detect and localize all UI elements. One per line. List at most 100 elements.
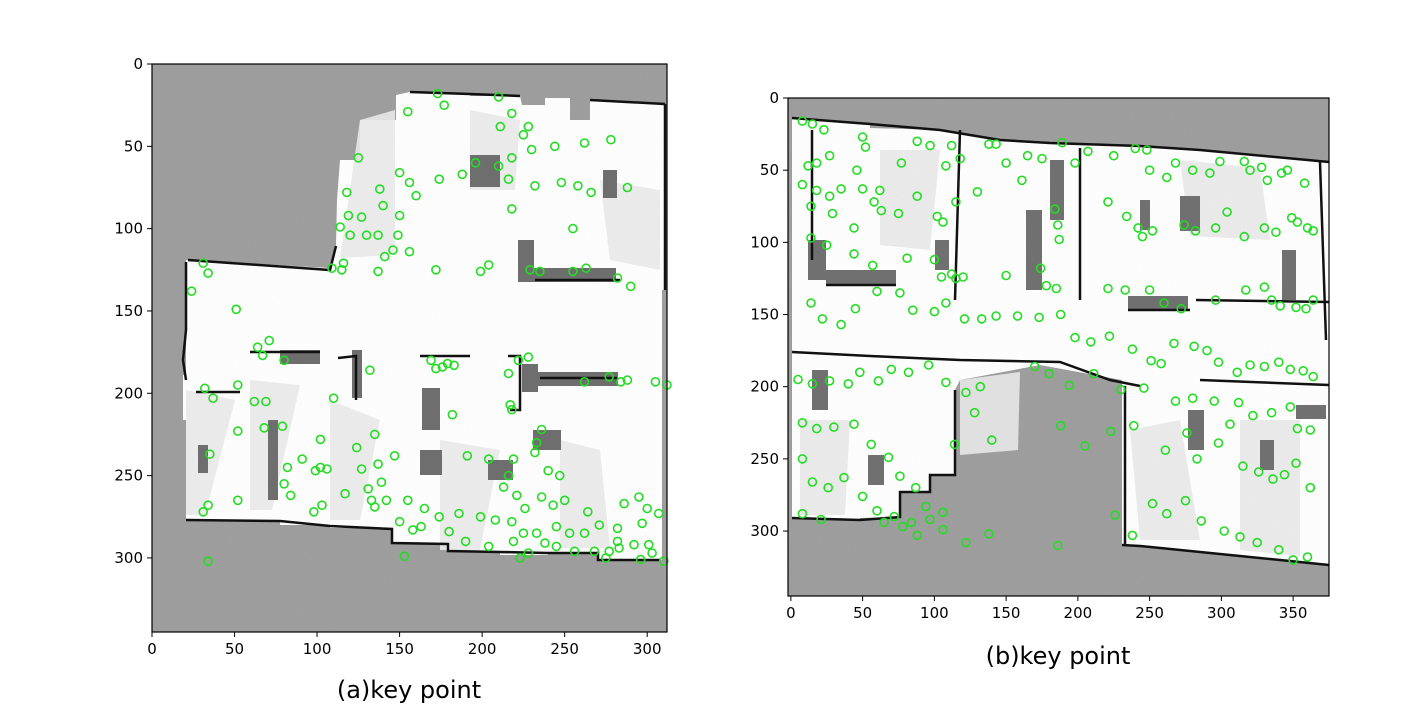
panel-b-key-point-46 xyxy=(806,201,816,212)
panel-b-key-point-28 xyxy=(1070,158,1080,168)
panel-a-key-point-111 xyxy=(498,482,509,492)
panel-b-y-axis: 0 50 100 150 200 250 300 xyxy=(750,89,788,540)
panel-b-key-point-150 xyxy=(1088,368,1099,379)
panel-a-key-point-146 xyxy=(198,506,208,517)
panel-b-key-point-122 xyxy=(1146,355,1156,366)
panel-b-key-point-184 xyxy=(1238,461,1248,471)
panel-a-key-point-89 xyxy=(205,449,215,460)
panel-a-key-point-33 xyxy=(394,210,405,221)
panel-b-key-point-158 xyxy=(1266,407,1277,418)
panel-b-key-point-21 xyxy=(955,153,966,164)
panel-a-key-point-112 xyxy=(511,490,522,501)
panel-a-key-point-135 xyxy=(475,511,486,522)
panel-a-key-point-64 xyxy=(365,365,375,376)
panel-b-key-point-172 xyxy=(949,439,960,450)
panel-a-key-point-62 xyxy=(264,335,275,346)
panel-b-key-point-138 xyxy=(843,378,854,389)
panel-b-key-point-11 xyxy=(860,142,871,152)
panel-b-key-point-4 xyxy=(811,158,822,168)
panel-b-key-point-141 xyxy=(886,364,897,375)
panel-b-key-point-119 xyxy=(1086,337,1096,347)
panel-a-key-point-149 xyxy=(308,506,319,517)
panel-a-key-point-161 xyxy=(523,548,534,558)
panel-b-key-points xyxy=(793,116,1318,565)
panel-a-key-point-48 xyxy=(475,266,486,277)
panel-a-key-point-90 xyxy=(233,426,243,436)
panel-b-key-point-132 xyxy=(1285,364,1296,375)
panel-b-key-point-110 xyxy=(929,306,940,317)
panel-a-key-point-83 xyxy=(261,396,271,407)
panel-a-key-point-77 xyxy=(650,376,661,387)
panel-b-key-point-185 xyxy=(1253,467,1264,477)
panel-a-x-tick-label-200: 200 xyxy=(468,640,497,658)
panel-b-key-point-189 xyxy=(1305,482,1316,493)
panel-a-y-tick-label-150: 150 xyxy=(114,302,143,320)
panel-a-key-point-102 xyxy=(543,465,554,476)
panel-b-key-point-101 xyxy=(1301,303,1311,314)
panel-a-key-point-43 xyxy=(338,258,349,269)
panel-a-key-point-11 xyxy=(470,158,481,168)
panel-b-key-point-15 xyxy=(874,185,885,196)
panel-a-key-point-108 xyxy=(373,459,383,469)
panel-a-y-tick-label-250: 250 xyxy=(114,467,143,485)
panel-a-key-point-46 xyxy=(373,266,383,277)
panel-b-key-point-115 xyxy=(1012,311,1023,321)
panel-a-key-point-140 xyxy=(551,521,562,532)
panel-a-key-point-28 xyxy=(411,190,421,201)
panel-a-key-point-99 xyxy=(536,424,547,435)
panel-a-key-point-44 xyxy=(336,264,347,275)
panel-a-caption: (a)key point xyxy=(337,676,481,704)
panel-a-key-point-143 xyxy=(612,523,623,534)
panel-b-key-point-79 xyxy=(867,260,878,271)
panel-a-key-point-120 xyxy=(634,492,644,502)
panel-a-key-point-148 xyxy=(233,495,243,506)
panel-b-key-point-34 xyxy=(1162,172,1172,183)
panel-a-key-point-119 xyxy=(619,498,629,509)
panel-b-key-point-61 xyxy=(1121,211,1132,222)
panel-a-key-point-41 xyxy=(388,245,398,255)
panel-b-key-point-171 xyxy=(938,507,948,518)
panel-b-key-point-88 xyxy=(1041,280,1052,291)
panel-a-x-tick-label-300: 300 xyxy=(633,640,662,658)
panel-a-y-tick-label-300: 300 xyxy=(114,549,143,567)
panel-a-key-point-7 xyxy=(549,141,560,152)
panel-a-key-point-100 xyxy=(531,437,542,448)
panel-b-key-point-52 xyxy=(932,211,943,222)
panel-b-key-point-128 xyxy=(1232,367,1242,378)
panel-a-key-point-53 xyxy=(581,263,591,274)
panel-b-key-point-183 xyxy=(1225,419,1235,430)
panel-a-key-point-171 xyxy=(647,548,657,558)
panel-a-key-point-134 xyxy=(454,508,464,519)
panel-b-key-point-162 xyxy=(797,417,808,428)
panel-a-key-point-68 xyxy=(442,358,453,369)
panel-a-key-point-145 xyxy=(643,539,654,550)
panel-b-key-point-104 xyxy=(817,314,828,324)
panel-a-key-point-76 xyxy=(622,375,633,385)
panel-a-key-point-75 xyxy=(615,376,626,387)
panel-b-x-tick-label-200: 200 xyxy=(1064,604,1093,622)
panel-a-key-point-13 xyxy=(506,153,517,163)
panel-a-key-point-39 xyxy=(568,223,578,234)
panel-b-key-point-118 xyxy=(1070,332,1080,343)
panel-b-key-point-12 xyxy=(852,165,862,175)
panel-b-key-point-114 xyxy=(991,311,1001,321)
panel-b-key-point-163 xyxy=(811,423,822,434)
panel-a-key-point-127 xyxy=(315,462,326,473)
panel-a-key-point-52 xyxy=(568,266,578,277)
panel-b-key-point-35 xyxy=(1170,158,1181,168)
panel-a-y-tick-label-200: 200 xyxy=(114,384,143,402)
panel-a-key-point-151 xyxy=(340,488,350,499)
panel-b-key-point-157 xyxy=(1248,410,1258,421)
panel-a-key-point-45 xyxy=(327,263,337,274)
panel-b-key-point-168 xyxy=(895,471,905,482)
panel-b-key-point-85 xyxy=(958,272,968,282)
panel-b-key-point-24 xyxy=(1001,158,1011,168)
panel-b-key-point-211 xyxy=(1302,552,1313,562)
panel-b-key-point-19 xyxy=(941,161,951,171)
panel-b-key-point-63 xyxy=(1137,231,1148,242)
panel-a-key-point-35 xyxy=(345,230,355,240)
panel-b-key-point-13 xyxy=(857,184,868,194)
panel-b-key-point-173 xyxy=(969,407,980,418)
panel-b-key-point-62 xyxy=(1133,223,1143,233)
panel-b-key-point-112 xyxy=(959,314,970,324)
